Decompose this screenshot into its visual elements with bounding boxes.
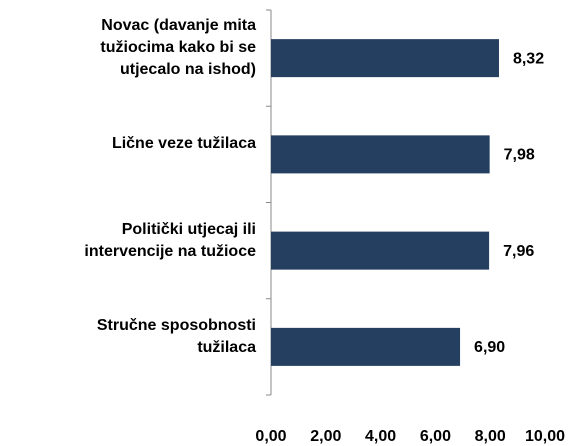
value-label: 8,32 xyxy=(513,50,544,67)
x-tick-label: 4,00 xyxy=(365,428,396,445)
x-tick-label: 6,00 xyxy=(420,428,451,445)
bar xyxy=(271,327,461,366)
value-label: 7,96 xyxy=(503,243,534,260)
x-tick-label: 8,00 xyxy=(475,428,506,445)
category-label: Novac (davanje mita tužiocima kako bi se… xyxy=(100,17,256,79)
bar xyxy=(271,231,490,270)
bar xyxy=(271,39,499,78)
bar xyxy=(271,135,490,174)
value-label: 6,90 xyxy=(474,339,505,356)
x-tick-label: 2,00 xyxy=(310,428,341,445)
category-label: Lične veze tužilaca xyxy=(111,135,256,153)
x-tick-label: 10,00 xyxy=(525,428,565,445)
category-label: Stručne sposobnosti tužilaca xyxy=(96,316,256,356)
x-tick-label: 0,00 xyxy=(255,428,286,445)
category-label: Politički utjecaj ili intervencije na tu… xyxy=(84,220,256,260)
value-label: 7,98 xyxy=(504,147,535,164)
